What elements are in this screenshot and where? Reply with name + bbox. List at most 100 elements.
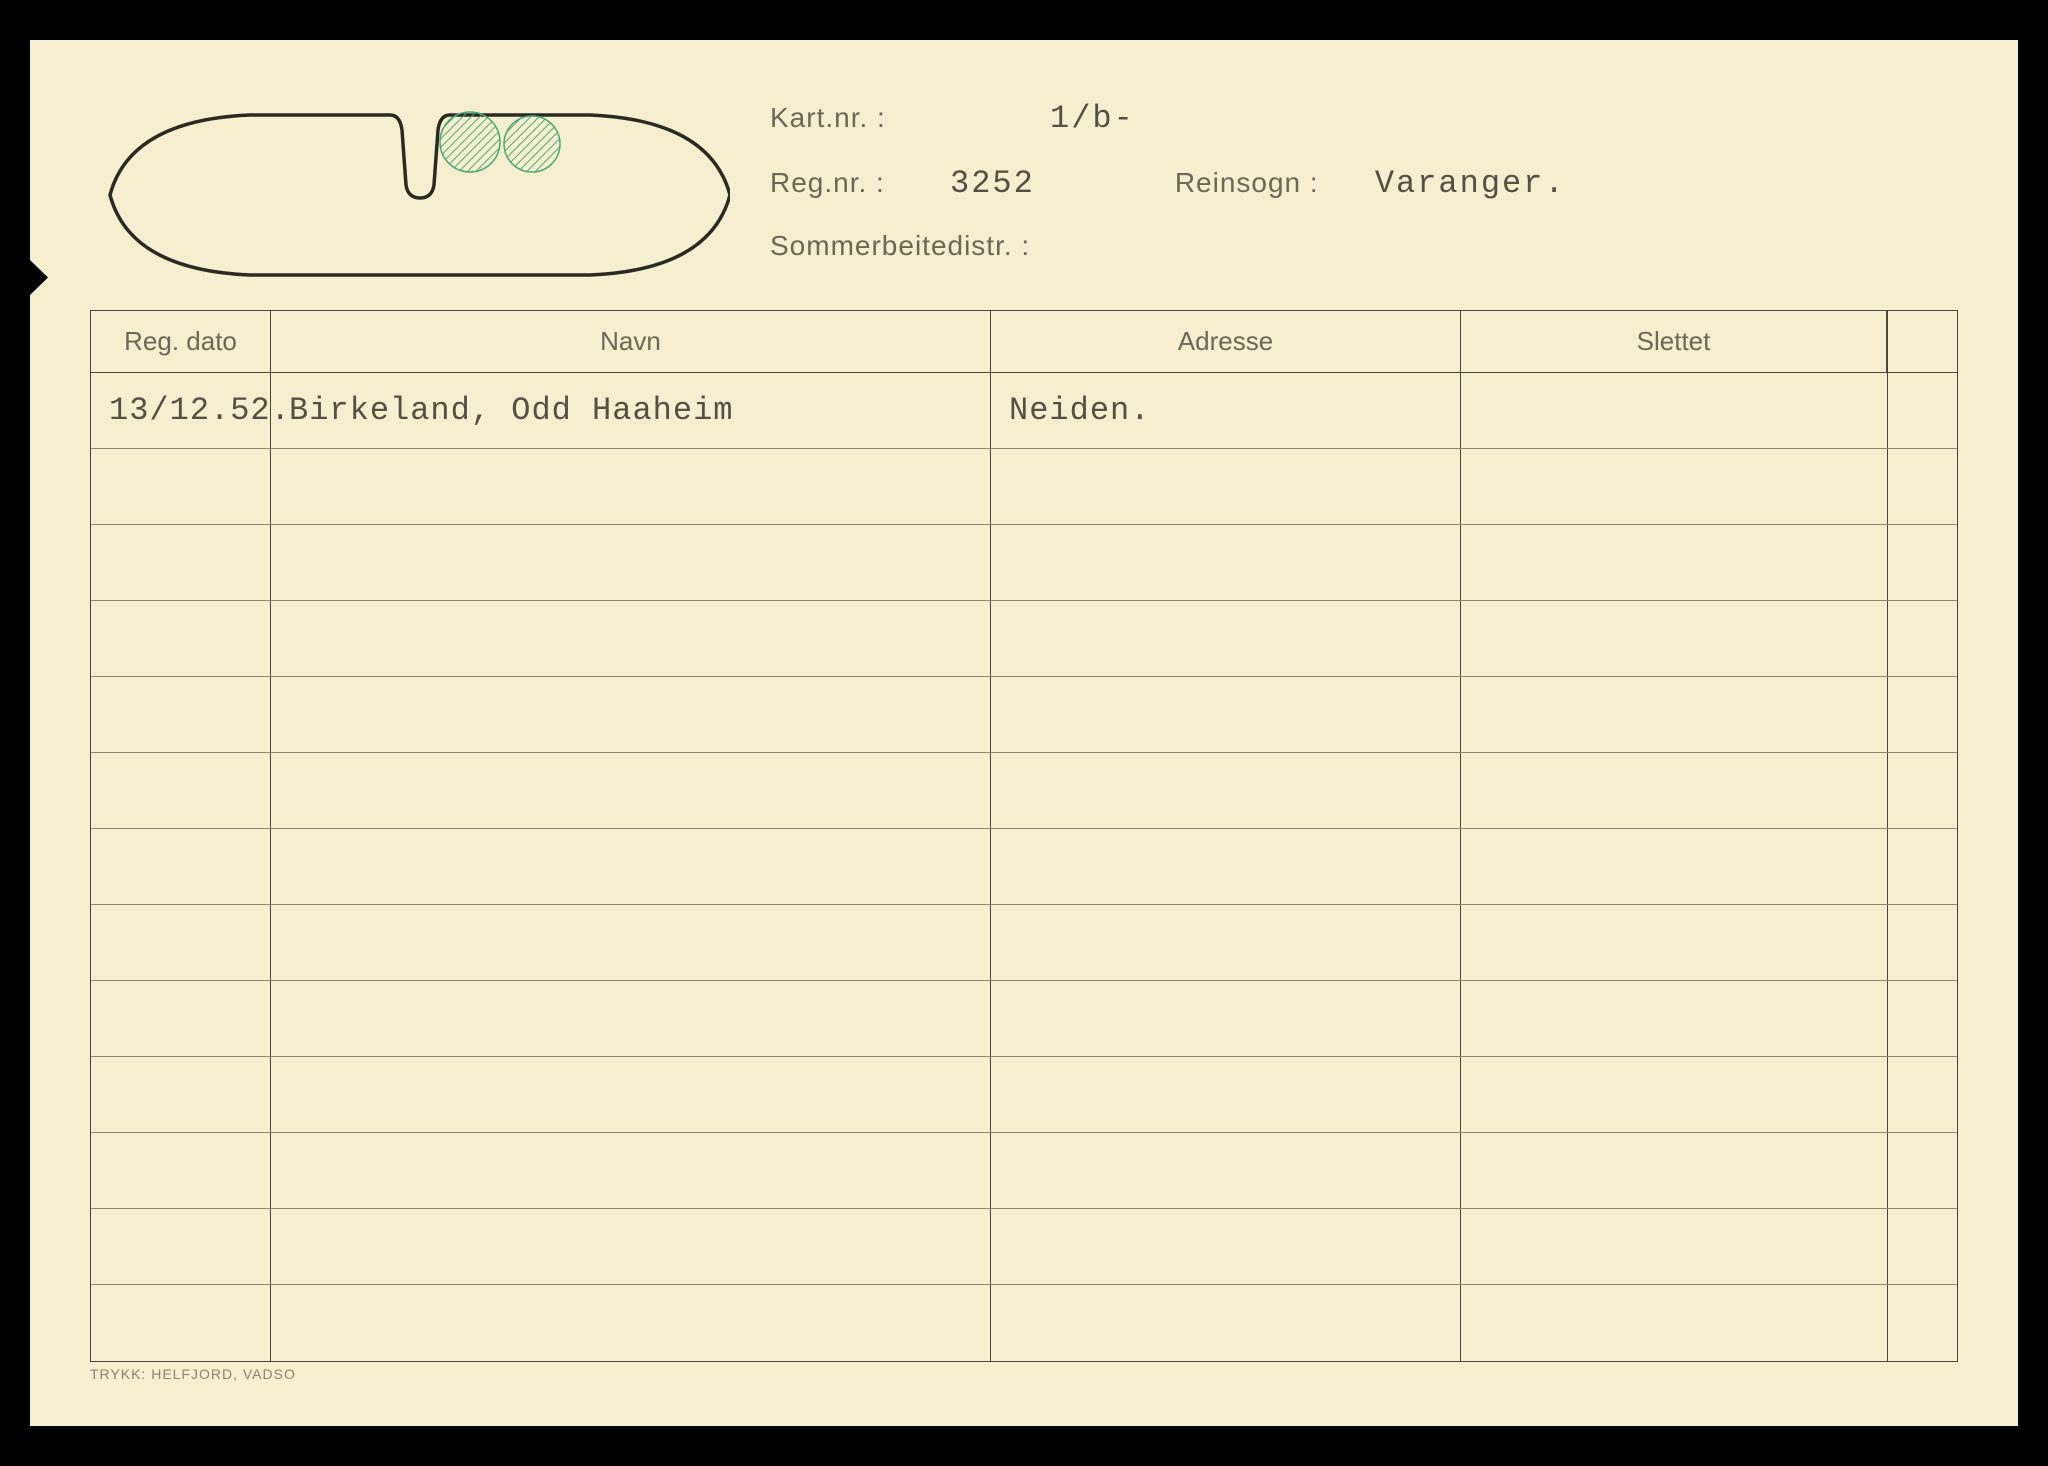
cell-adresse bbox=[991, 829, 1461, 904]
cell-tail bbox=[1887, 1057, 1957, 1132]
table-row: 13/12.52.Birkeland, Odd HaaheimNeiden. bbox=[91, 373, 1957, 449]
reinsogn-label: Reinsogn : bbox=[1175, 167, 1375, 199]
regnr-label: Reg.nr. : bbox=[770, 167, 950, 199]
cell-tail bbox=[1887, 677, 1957, 752]
cell-tail bbox=[1887, 601, 1957, 676]
cell-navn bbox=[271, 1285, 991, 1361]
header-area: Kart.nr. : 1/b- Reg.nr. : 3252 Reinsogn … bbox=[90, 90, 1958, 290]
table-row bbox=[91, 601, 1957, 677]
cell-slettet bbox=[1461, 449, 1887, 524]
index-card: Kart.nr. : 1/b- Reg.nr. : 3252 Reinsogn … bbox=[30, 40, 2018, 1426]
kartnr-row: Kart.nr. : 1/b- bbox=[770, 100, 1958, 137]
col-header-navn: Navn bbox=[271, 311, 991, 372]
cell-adresse bbox=[991, 981, 1461, 1056]
cell-slettet bbox=[1461, 601, 1887, 676]
cell-slettet bbox=[1461, 981, 1887, 1056]
col-header-date: Reg. dato bbox=[91, 311, 271, 372]
table-row bbox=[91, 525, 1957, 601]
cell-slettet bbox=[1461, 1209, 1887, 1284]
cell-date bbox=[91, 677, 271, 752]
cell-slettet bbox=[1461, 829, 1887, 904]
regnr-row: Reg.nr. : 3252 Reinsogn : Varanger. bbox=[770, 165, 1958, 202]
cell-slettet bbox=[1461, 373, 1887, 448]
cell-adresse bbox=[991, 1133, 1461, 1208]
cell-date bbox=[91, 1057, 271, 1132]
sommer-label: Sommerbeitedistr. : bbox=[770, 230, 1030, 262]
cell-navn bbox=[271, 905, 991, 980]
table-body: 13/12.52.Birkeland, Odd HaaheimNeiden. bbox=[91, 373, 1957, 1361]
cell-adresse bbox=[991, 1209, 1461, 1284]
cell-navn bbox=[271, 677, 991, 752]
col-header-slettet: Slettet bbox=[1461, 311, 1887, 372]
cell-adresse bbox=[991, 449, 1461, 524]
cell-tail bbox=[1887, 373, 1957, 448]
cell-slettet bbox=[1461, 753, 1887, 828]
table-row bbox=[91, 677, 1957, 753]
col-header-tail bbox=[1887, 311, 1957, 372]
regnr-value: 3252 bbox=[950, 165, 1035, 202]
cell-tail bbox=[1887, 981, 1957, 1056]
table-row bbox=[91, 829, 1957, 905]
cell-tail bbox=[1887, 905, 1957, 980]
cell-adresse bbox=[991, 1285, 1461, 1361]
cell-navn bbox=[271, 525, 991, 600]
table-header: Reg. dato Navn Adresse Slettet bbox=[91, 311, 1957, 373]
cell-tail bbox=[1887, 525, 1957, 600]
cell-tail bbox=[1887, 829, 1957, 904]
cell-tail bbox=[1887, 753, 1957, 828]
cell-date: 13/12.52. bbox=[91, 373, 271, 448]
cell-date bbox=[91, 449, 271, 524]
cell-tail bbox=[1887, 1133, 1957, 1208]
reinsogn-value: Varanger. bbox=[1375, 165, 1566, 202]
cell-slettet bbox=[1461, 905, 1887, 980]
col-header-adresse: Adresse bbox=[991, 311, 1461, 372]
cell-date bbox=[91, 1285, 271, 1361]
cell-tail bbox=[1887, 449, 1957, 524]
cell-adresse bbox=[991, 677, 1461, 752]
card-notch bbox=[30, 260, 48, 295]
cell-tail bbox=[1887, 1209, 1957, 1284]
cell-adresse bbox=[991, 753, 1461, 828]
cell-date bbox=[91, 525, 271, 600]
printer-footer: TRYKK: HELFJORD, VADSO bbox=[90, 1366, 1958, 1382]
cell-adresse bbox=[991, 525, 1461, 600]
table-row bbox=[91, 449, 1957, 525]
cell-date bbox=[91, 981, 271, 1056]
cell-slettet bbox=[1461, 1133, 1887, 1208]
table-row bbox=[91, 981, 1957, 1057]
cell-slettet bbox=[1461, 525, 1887, 600]
meta-block: Kart.nr. : 1/b- Reg.nr. : 3252 Reinsogn … bbox=[770, 90, 1958, 290]
cell-slettet bbox=[1461, 1057, 1887, 1132]
register-table: Reg. dato Navn Adresse Slettet 13/12.52.… bbox=[90, 310, 1958, 1362]
cell-slettet bbox=[1461, 677, 1887, 752]
cell-navn bbox=[271, 1133, 991, 1208]
cell-navn: Birkeland, Odd Haaheim bbox=[271, 373, 991, 448]
cell-adresse bbox=[991, 601, 1461, 676]
table-row bbox=[91, 1133, 1957, 1209]
cell-navn bbox=[271, 981, 991, 1056]
cell-adresse bbox=[991, 1057, 1461, 1132]
cell-date bbox=[91, 601, 271, 676]
cell-navn bbox=[271, 601, 991, 676]
kartnr-label: Kart.nr. : bbox=[770, 102, 1050, 134]
cell-date bbox=[91, 1133, 271, 1208]
kartnr-value: 1/b- bbox=[1050, 100, 1135, 137]
cell-date bbox=[91, 1209, 271, 1284]
cell-tail bbox=[1887, 1285, 1957, 1361]
earmark-diagram bbox=[90, 90, 730, 280]
table-row bbox=[91, 1209, 1957, 1285]
table-row bbox=[91, 1057, 1957, 1133]
cell-navn bbox=[271, 753, 991, 828]
cell-navn bbox=[271, 829, 991, 904]
cell-date bbox=[91, 753, 271, 828]
table-row bbox=[91, 1285, 1957, 1361]
table-row bbox=[91, 753, 1957, 829]
cell-navn bbox=[271, 1057, 991, 1132]
cell-navn bbox=[271, 1209, 991, 1284]
cell-adresse bbox=[991, 905, 1461, 980]
cell-adresse: Neiden. bbox=[991, 373, 1461, 448]
cell-slettet bbox=[1461, 1285, 1887, 1361]
cell-date bbox=[91, 905, 271, 980]
cell-date bbox=[91, 829, 271, 904]
table-row bbox=[91, 905, 1957, 981]
